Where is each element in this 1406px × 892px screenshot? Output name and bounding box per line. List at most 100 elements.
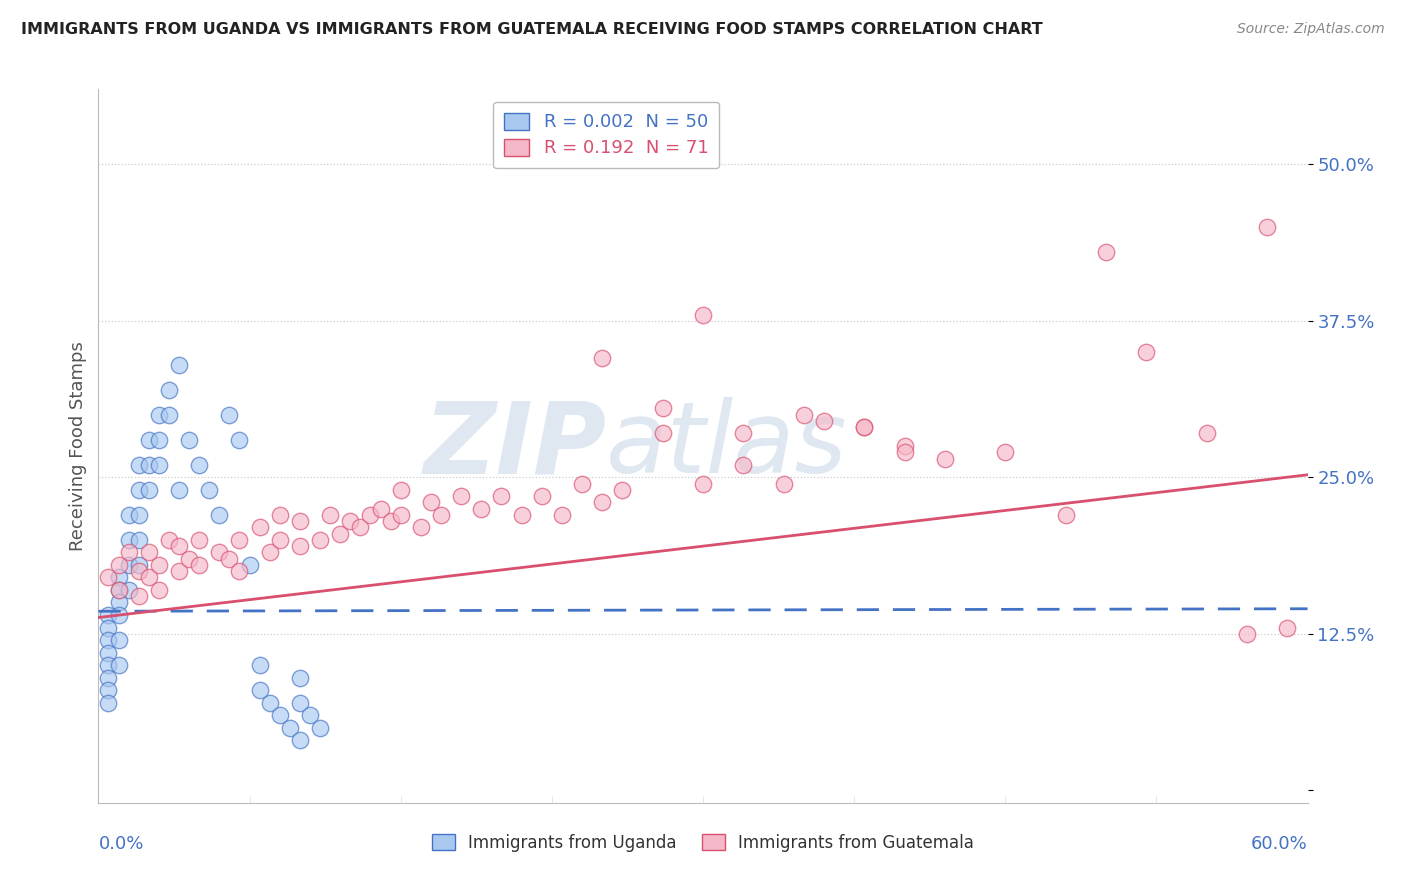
Point xyxy=(228,533,250,547)
Y-axis label: Receiving Food Stamps: Receiving Food Stamps xyxy=(69,341,87,551)
Point xyxy=(118,558,141,572)
Point xyxy=(733,458,755,472)
Point xyxy=(551,508,574,522)
Point xyxy=(1236,627,1258,641)
Point xyxy=(329,526,352,541)
Point xyxy=(148,458,170,472)
Point xyxy=(138,433,160,447)
Point xyxy=(1135,345,1157,359)
Point xyxy=(148,408,170,422)
Point xyxy=(128,589,150,603)
Point xyxy=(218,551,240,566)
Point xyxy=(138,458,160,472)
Point xyxy=(228,564,250,578)
Text: 0.0%: 0.0% xyxy=(98,835,143,853)
Point xyxy=(179,551,201,566)
Point xyxy=(571,476,593,491)
Point xyxy=(128,558,150,572)
Point xyxy=(339,514,361,528)
Point xyxy=(148,558,170,572)
Point xyxy=(793,408,815,422)
Point xyxy=(893,445,915,459)
Point xyxy=(239,558,262,572)
Point xyxy=(179,433,201,447)
Point xyxy=(470,501,492,516)
Point xyxy=(591,351,613,366)
Point xyxy=(97,658,120,673)
Point xyxy=(118,508,141,522)
Point xyxy=(1256,219,1278,234)
Point xyxy=(97,671,120,685)
Text: atlas: atlas xyxy=(606,398,848,494)
Point xyxy=(107,582,129,597)
Point xyxy=(1277,621,1299,635)
Text: Source: ZipAtlas.com: Source: ZipAtlas.com xyxy=(1237,22,1385,37)
Point xyxy=(157,408,180,422)
Point xyxy=(1054,508,1077,522)
Point xyxy=(349,520,371,534)
Point xyxy=(107,607,129,622)
Point xyxy=(167,483,190,497)
Point xyxy=(1095,244,1118,259)
Point xyxy=(853,420,876,434)
Point xyxy=(249,658,271,673)
Point xyxy=(167,358,190,372)
Point xyxy=(118,582,141,597)
Point xyxy=(97,570,120,584)
Point xyxy=(651,401,673,416)
Point xyxy=(228,433,250,447)
Point xyxy=(259,696,281,710)
Point xyxy=(1195,426,1218,441)
Point xyxy=(288,696,311,710)
Point xyxy=(733,426,755,441)
Point xyxy=(157,533,180,547)
Point xyxy=(97,646,120,660)
Point xyxy=(128,458,150,472)
Point xyxy=(218,408,240,422)
Point xyxy=(692,308,714,322)
Point xyxy=(420,495,443,509)
Point xyxy=(269,708,291,723)
Point xyxy=(107,633,129,648)
Point xyxy=(259,545,281,559)
Point xyxy=(188,533,211,547)
Point xyxy=(107,570,129,584)
Point xyxy=(893,439,915,453)
Point xyxy=(389,508,412,522)
Point xyxy=(319,508,342,522)
Point xyxy=(299,708,322,723)
Point xyxy=(118,545,141,559)
Point xyxy=(167,539,190,553)
Point xyxy=(128,533,150,547)
Point xyxy=(994,445,1017,459)
Point xyxy=(97,621,120,635)
Point xyxy=(450,489,472,503)
Point xyxy=(97,607,120,622)
Point xyxy=(309,533,332,547)
Point xyxy=(148,433,170,447)
Point xyxy=(530,489,553,503)
Point xyxy=(651,426,673,441)
Point xyxy=(591,495,613,509)
Point xyxy=(107,595,129,609)
Point xyxy=(389,483,412,497)
Point xyxy=(118,533,141,547)
Point xyxy=(430,508,453,522)
Point xyxy=(167,564,190,578)
Point xyxy=(269,508,291,522)
Point xyxy=(360,508,382,522)
Text: ZIP: ZIP xyxy=(423,398,606,494)
Point xyxy=(491,489,513,503)
Point xyxy=(934,451,956,466)
Point xyxy=(269,533,291,547)
Point xyxy=(188,558,211,572)
Point xyxy=(107,558,129,572)
Point xyxy=(188,458,211,472)
Point xyxy=(208,545,231,559)
Point xyxy=(380,514,402,528)
Point xyxy=(309,721,332,735)
Point xyxy=(97,683,120,698)
Point xyxy=(288,539,311,553)
Point xyxy=(198,483,221,497)
Point xyxy=(510,508,533,522)
